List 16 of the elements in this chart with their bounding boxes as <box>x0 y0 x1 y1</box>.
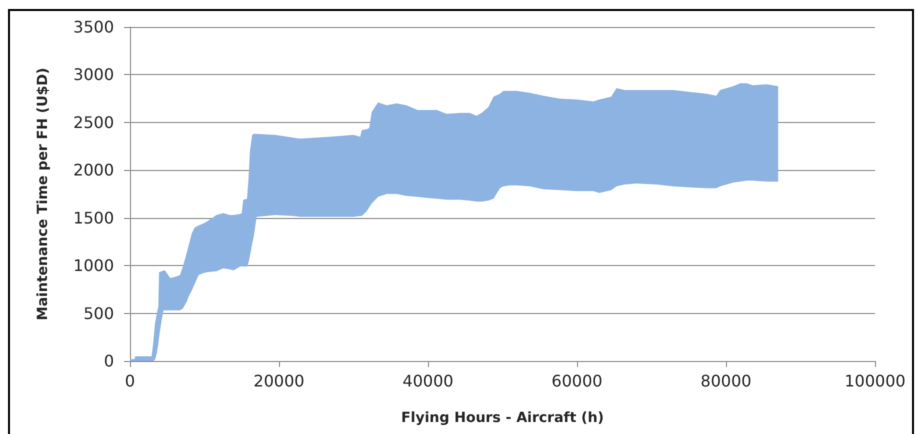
x-axis-title: Flying Hours - Aircraft (h) <box>401 410 604 426</box>
x-tick-label: 80000 <box>700 372 752 390</box>
y-tick-label: 1000 <box>73 256 114 276</box>
y-tick-label: 0 <box>104 352 114 370</box>
y-tick-label: 500 <box>83 304 114 323</box>
y-axis-title: Maintenance Time per FH (U$D) <box>35 68 51 320</box>
x-tick-label: 60000 <box>552 372 602 390</box>
y-tick-label: 2000 <box>73 160 114 180</box>
x-tick-label: 20000 <box>254 372 304 390</box>
y-tick-label: 2500 <box>73 112 114 132</box>
x-tick-label: 100000 <box>844 372 906 390</box>
y-tick-label: 3000 <box>73 65 114 84</box>
x-tick-label: 40000 <box>402 372 454 390</box>
y-tick-label: 3500 <box>73 18 114 36</box>
x-tick-label: 0 <box>124 372 136 390</box>
y-tick-label: 1500 <box>73 208 114 228</box>
